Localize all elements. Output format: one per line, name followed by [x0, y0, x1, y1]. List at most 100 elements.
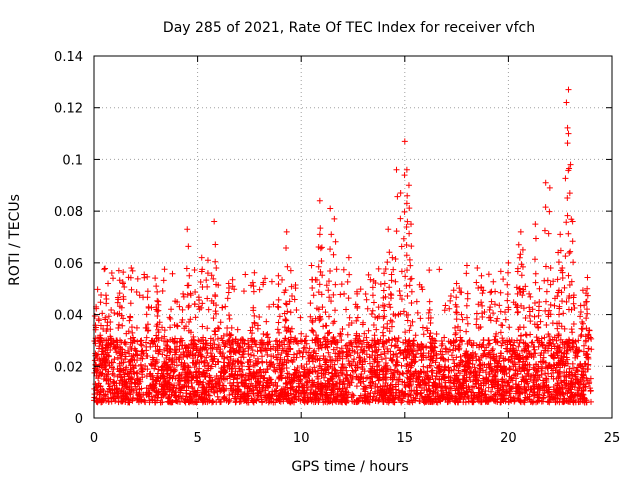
- data-point: [239, 351, 246, 358]
- data-point: [344, 371, 351, 378]
- data-point: [532, 270, 539, 277]
- data-point: [562, 175, 569, 182]
- data-point: [141, 274, 148, 281]
- y-axis-label: ROTI / TECUs: [7, 194, 23, 286]
- data-point: [344, 377, 351, 384]
- data-point: [99, 341, 106, 348]
- data-point: [187, 316, 194, 323]
- data-point: [259, 386, 266, 393]
- data-point: [105, 353, 112, 360]
- data-point: [377, 281, 384, 288]
- data-point: [152, 348, 159, 355]
- data-point: [314, 369, 321, 376]
- data-point: [429, 372, 436, 379]
- data-point: [584, 366, 591, 373]
- data-point: [193, 377, 200, 384]
- data-point: [189, 350, 196, 357]
- data-point: [400, 235, 407, 242]
- data-point: [386, 384, 393, 391]
- data-point: [250, 399, 257, 406]
- data-point: [492, 372, 499, 379]
- data-point: [301, 344, 308, 351]
- data-point: [254, 325, 261, 332]
- data-point: [257, 347, 264, 354]
- data-point: [535, 312, 542, 319]
- data-point: [469, 355, 476, 362]
- data-point: [509, 350, 516, 357]
- data-point: [389, 397, 396, 404]
- data-point: [245, 345, 252, 352]
- data-point: [385, 396, 392, 403]
- data-point: [565, 230, 572, 237]
- data-point: [384, 367, 391, 374]
- data-point: [130, 352, 137, 359]
- data-point: [281, 390, 288, 397]
- data-point: [117, 377, 124, 384]
- data-point: [359, 358, 366, 365]
- data-point: [295, 383, 302, 390]
- data-point: [522, 388, 529, 395]
- data-point: [487, 304, 494, 311]
- data-point: [447, 385, 454, 392]
- data-point: [570, 396, 577, 403]
- data-point: [127, 314, 134, 321]
- data-point: [281, 341, 288, 348]
- data-point: [334, 344, 341, 351]
- data-point: [420, 363, 427, 370]
- data-point: [519, 389, 526, 396]
- data-point: [338, 281, 345, 288]
- data-point: [109, 370, 116, 377]
- data-point: [433, 330, 440, 337]
- data-point: [406, 282, 413, 289]
- data-point: [217, 350, 224, 357]
- data-point: [546, 399, 553, 406]
- data-point: [242, 271, 249, 278]
- data-point: [448, 352, 455, 359]
- data-point: [108, 270, 115, 277]
- data-point: [529, 389, 536, 396]
- data-point: [209, 345, 216, 352]
- data-point: [532, 235, 539, 242]
- data-point: [569, 238, 576, 245]
- data-point: [210, 398, 217, 405]
- data-point: [110, 372, 117, 379]
- data-point: [270, 353, 277, 360]
- data-point: [327, 205, 334, 212]
- data-point: [584, 310, 591, 317]
- data-point: [377, 351, 384, 358]
- data-point: [578, 368, 585, 375]
- data-point: [174, 398, 181, 405]
- data-point: [154, 288, 161, 295]
- data-point: [213, 265, 220, 272]
- data-point: [527, 318, 534, 325]
- data-point: [433, 384, 440, 391]
- data-point: [514, 309, 521, 316]
- data-point: [404, 292, 411, 299]
- data-point: [521, 377, 528, 384]
- data-point: [142, 362, 149, 369]
- data-point: [144, 288, 151, 295]
- grid-layer: [94, 56, 612, 418]
- data-point: [488, 298, 495, 305]
- data-point: [490, 379, 497, 386]
- data-point: [245, 392, 252, 399]
- data-point: [96, 343, 103, 350]
- data-point: [283, 347, 290, 354]
- data-point: [152, 275, 159, 282]
- data-point: [251, 312, 258, 319]
- data-point: [432, 359, 439, 366]
- data-point: [333, 266, 340, 273]
- data-point: [318, 244, 325, 251]
- data-point: [307, 300, 314, 307]
- data-point: [502, 316, 509, 323]
- data-point: [442, 363, 449, 370]
- data-point: [101, 266, 108, 273]
- data-point: [172, 388, 179, 395]
- data-point: [416, 373, 423, 380]
- data-point: [262, 384, 269, 391]
- data-point: [466, 374, 473, 381]
- data-point: [418, 368, 425, 375]
- data-point: [531, 300, 538, 307]
- data-point: [418, 385, 425, 392]
- data-point: [381, 307, 388, 314]
